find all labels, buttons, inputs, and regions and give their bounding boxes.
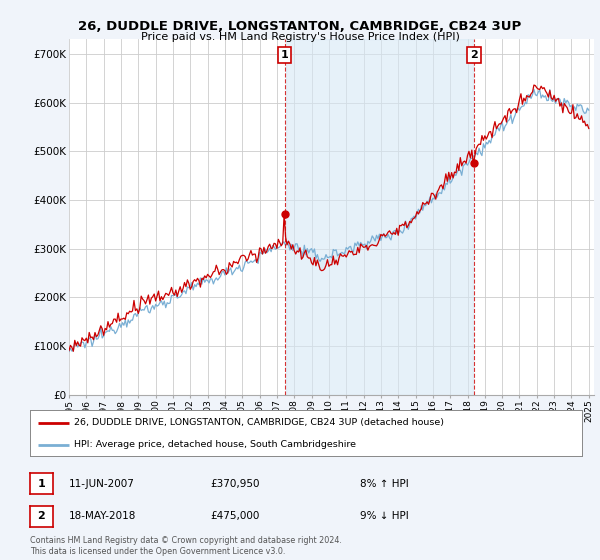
Text: 26, DUDDLE DRIVE, LONGSTANTON, CAMBRIDGE, CB24 3UP (detached house): 26, DUDDLE DRIVE, LONGSTANTON, CAMBRIDGE… — [74, 418, 444, 427]
Text: £370,950: £370,950 — [210, 479, 260, 489]
Text: 8% ↑ HPI: 8% ↑ HPI — [360, 479, 409, 489]
Text: 26, DUDDLE DRIVE, LONGSTANTON, CAMBRIDGE, CB24 3UP: 26, DUDDLE DRIVE, LONGSTANTON, CAMBRIDGE… — [79, 20, 521, 32]
Text: Contains HM Land Registry data © Crown copyright and database right 2024.
This d: Contains HM Land Registry data © Crown c… — [30, 536, 342, 556]
Text: 2: 2 — [38, 511, 45, 521]
Text: 11-JUN-2007: 11-JUN-2007 — [69, 479, 135, 489]
Text: Price paid vs. HM Land Registry's House Price Index (HPI): Price paid vs. HM Land Registry's House … — [140, 32, 460, 43]
Text: 1: 1 — [38, 479, 45, 489]
Text: HPI: Average price, detached house, South Cambridgeshire: HPI: Average price, detached house, Sout… — [74, 440, 356, 449]
Text: £475,000: £475,000 — [210, 511, 259, 521]
Text: 18-MAY-2018: 18-MAY-2018 — [69, 511, 136, 521]
Text: 2: 2 — [470, 50, 478, 60]
Text: 1: 1 — [281, 50, 289, 60]
Text: 9% ↓ HPI: 9% ↓ HPI — [360, 511, 409, 521]
